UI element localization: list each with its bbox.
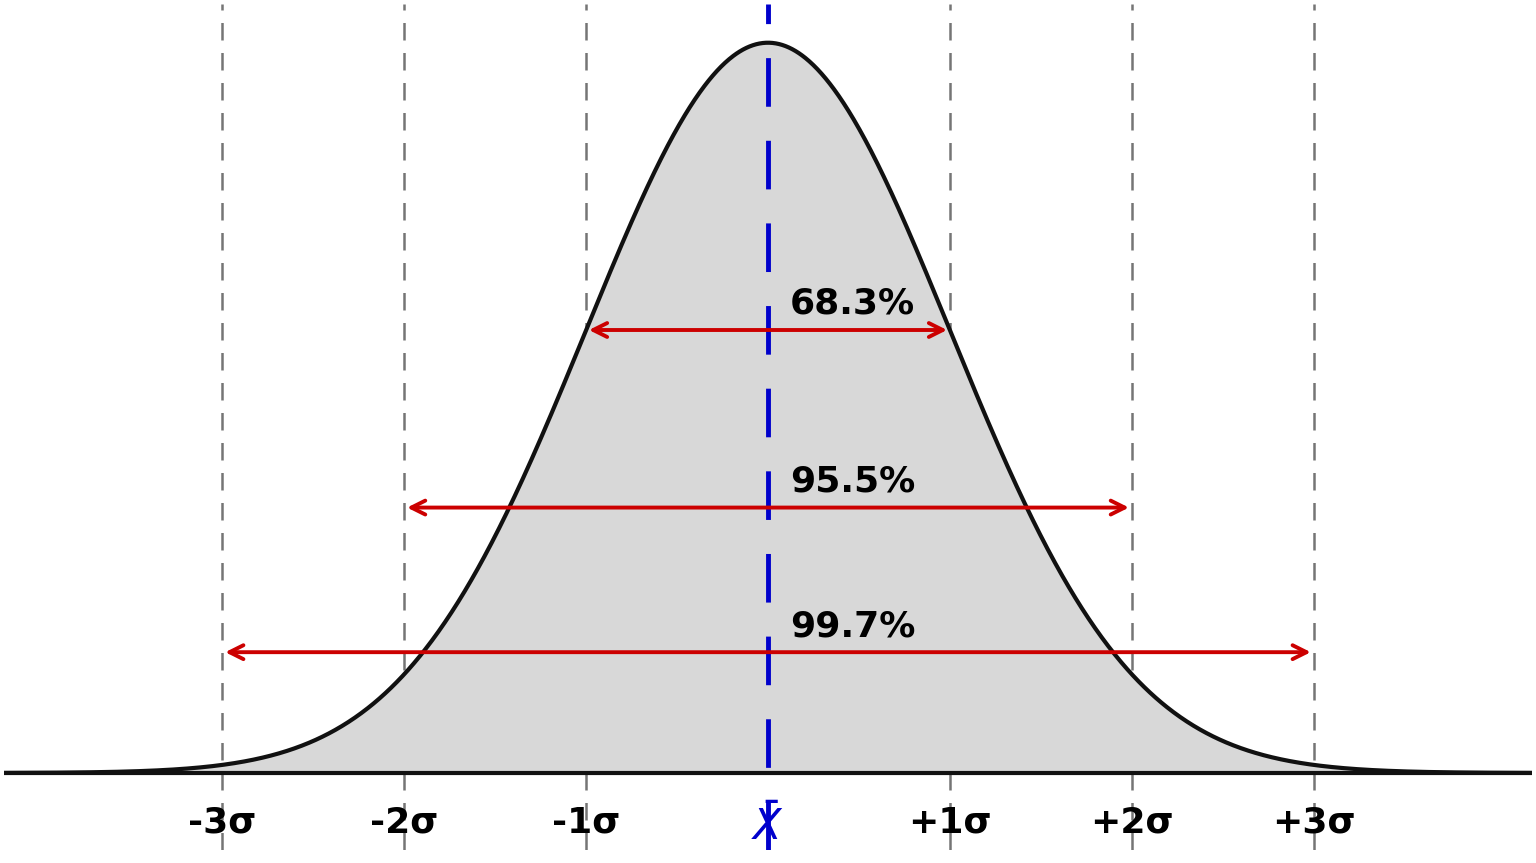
Text: 95.5%: 95.5%: [790, 464, 915, 499]
Text: 68.3%: 68.3%: [790, 287, 915, 321]
Text: -3σ: -3σ: [189, 806, 257, 840]
Text: +3σ: +3σ: [1272, 806, 1355, 840]
Text: -1σ: -1σ: [551, 806, 621, 840]
Text: +1σ: +1σ: [908, 806, 992, 840]
Text: $\bar{X}$: $\bar{X}$: [751, 806, 785, 849]
Text: -2σ: -2σ: [370, 806, 438, 840]
Text: +2σ: +2σ: [1091, 806, 1174, 840]
Text: 99.7%: 99.7%: [790, 609, 915, 643]
